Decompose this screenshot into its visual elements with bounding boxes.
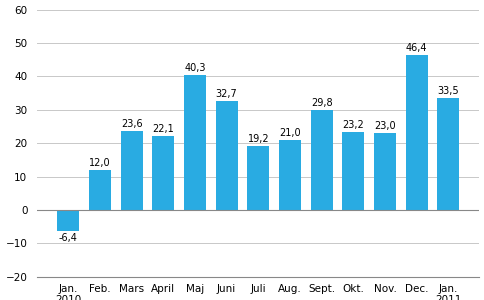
- Text: 12,0: 12,0: [89, 158, 110, 168]
- Text: 19,2: 19,2: [247, 134, 269, 144]
- Bar: [121, 131, 142, 210]
- Text: 2011: 2011: [434, 296, 460, 300]
- Text: 29,8: 29,8: [310, 98, 332, 108]
- Bar: [310, 110, 332, 210]
- Bar: [215, 101, 237, 210]
- Text: 33,5: 33,5: [437, 86, 458, 96]
- Bar: [373, 133, 395, 210]
- Bar: [342, 133, 363, 210]
- Text: 23,6: 23,6: [121, 119, 142, 129]
- Text: 32,7: 32,7: [215, 89, 237, 99]
- Text: 23,0: 23,0: [373, 121, 395, 131]
- Bar: [57, 210, 79, 231]
- Text: 21,0: 21,0: [279, 128, 300, 138]
- Bar: [89, 170, 111, 210]
- Text: -6,4: -6,4: [59, 233, 77, 243]
- Text: 2010: 2010: [55, 296, 81, 300]
- Bar: [278, 140, 301, 210]
- Text: 46,4: 46,4: [405, 43, 426, 53]
- Bar: [247, 146, 269, 210]
- Text: 40,3: 40,3: [184, 63, 205, 74]
- Text: 22,1: 22,1: [152, 124, 174, 134]
- Bar: [152, 136, 174, 210]
- Text: 23,2: 23,2: [342, 121, 363, 130]
- Bar: [183, 75, 206, 210]
- Bar: [436, 98, 458, 210]
- Bar: [405, 55, 427, 210]
